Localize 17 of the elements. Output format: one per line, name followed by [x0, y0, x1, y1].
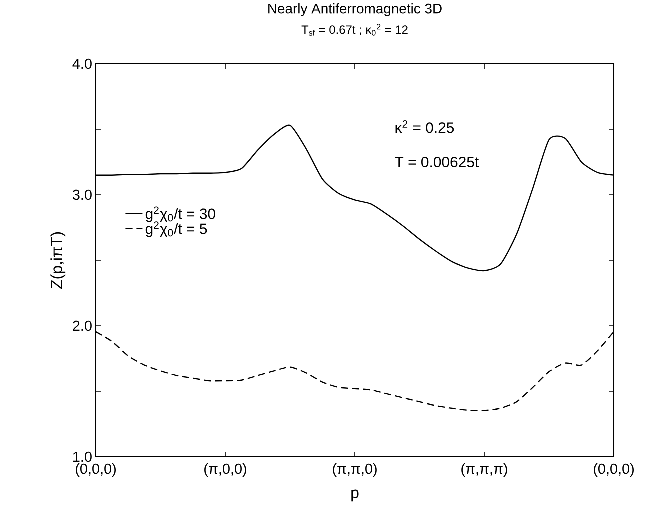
legend-label: g$^{2}$χ$_{0}$/t = 5 [146, 222, 208, 238]
chart-subtitle: T$_{sf}$ = 0.67t ; κ$_{0}$$^{2}$ = 12 [302, 24, 408, 36]
x-tick-label: (π,π,π) [462, 464, 508, 477]
x-tick-label: (0,0,0) [594, 464, 634, 477]
x-axis-title: p [352, 490, 359, 502]
chart-title: Nearly Antiferromagnetic 3D [268, 3, 442, 16]
y-tick-label: 2.0 [73, 320, 92, 332]
x-tick-label: (π,π,0) [333, 464, 377, 477]
y-axis-title: Z(p,iπT) [50, 232, 66, 289]
x-tick-label: (0,0,0) [76, 464, 116, 477]
y-tick-label: 4.0 [72, 58, 92, 70]
annotation: κ$^{2}$ = 0.25 [396, 120, 454, 134]
annotation: T = 0.00625t [395, 156, 479, 168]
y-tick-label: 1.0 [73, 452, 92, 462]
x-tick-label: (π,0,0) [204, 464, 246, 477]
y-tick-label: 3.0 [72, 190, 92, 200]
legend-label: g$^{2}$χ$_{0}$/t = 30 [146, 206, 216, 222]
